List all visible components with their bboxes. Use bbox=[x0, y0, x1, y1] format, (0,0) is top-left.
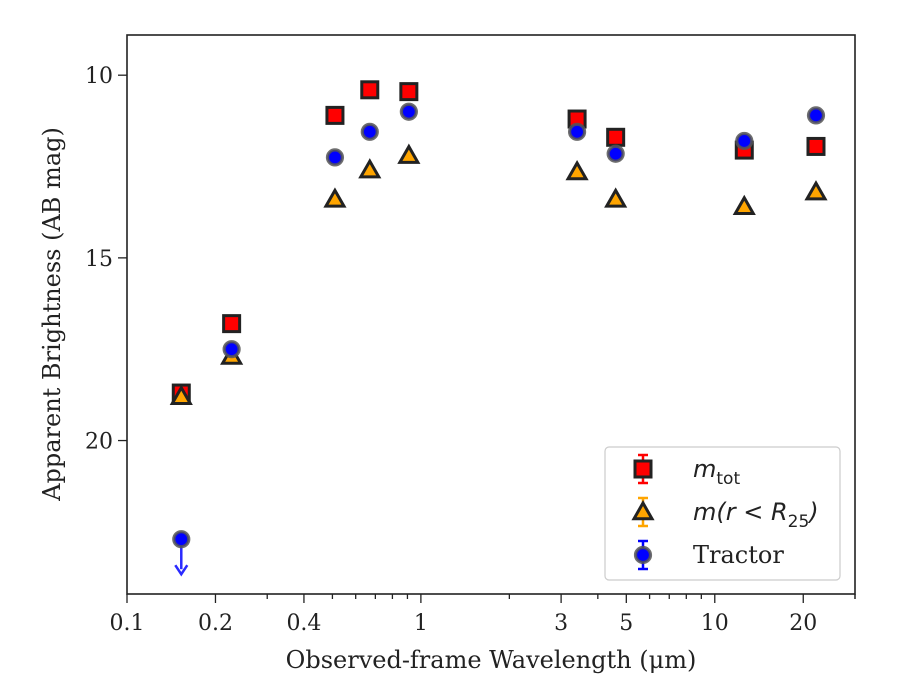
square-point-2 bbox=[325, 105, 345, 125]
legend-label-sub-0: tot bbox=[716, 469, 740, 489]
data-marks bbox=[169, 80, 828, 577]
circle-point-1 bbox=[222, 340, 241, 359]
circle-point-5 bbox=[567, 122, 587, 141]
triangle-point-2 bbox=[323, 187, 347, 208]
legend: mtot m(r < R25) Tractor bbox=[604, 446, 841, 581]
triangle-point-5 bbox=[565, 159, 589, 181]
legend-label-1: m(r < R25) bbox=[693, 498, 819, 532]
square-point-6 bbox=[606, 127, 626, 147]
plot-frame bbox=[126, 34, 856, 595]
square-point-4 bbox=[399, 82, 419, 102]
legend-label-base-0: m bbox=[693, 455, 716, 483]
circle-point-2 bbox=[325, 148, 345, 167]
x-tick-label-4: 3 bbox=[554, 611, 568, 636]
y-tick-label-1: 15 bbox=[85, 247, 113, 272]
triangle-point-3 bbox=[358, 158, 382, 179]
x-tick-label-1: 0.2 bbox=[198, 611, 233, 636]
x-tick-label-6: 10 bbox=[701, 611, 729, 636]
triangle-point-6 bbox=[604, 187, 628, 208]
legend-label-base-2: Tractor bbox=[693, 541, 784, 569]
circle-point-8 bbox=[806, 106, 826, 125]
triangle-point-8 bbox=[804, 180, 828, 201]
y-axis-label: Apparent Brightness (AB mag) bbox=[38, 127, 66, 502]
x-tick-label-2: 0.4 bbox=[286, 611, 321, 636]
triangle-point-7 bbox=[732, 194, 756, 215]
triangle-point-4 bbox=[397, 143, 421, 164]
square-point-1 bbox=[222, 314, 242, 334]
y-tick-label-2: 20 bbox=[85, 430, 113, 455]
legend-label-sub-1: 25 bbox=[788, 512, 810, 532]
y-tick-label-0: 10 bbox=[85, 64, 113, 89]
legend-frame bbox=[604, 446, 841, 581]
x-tick-label-3: 1 bbox=[414, 611, 428, 636]
circle-point-7 bbox=[735, 131, 754, 151]
x-tick-label-5: 5 bbox=[619, 611, 633, 636]
legend-label-2: Tractor bbox=[693, 541, 784, 569]
legend-label-0: mtot bbox=[693, 455, 740, 489]
axis-ticks: 0.1 0.2 0.4 1 3 5 10 20 10 15 20 bbox=[85, 64, 856, 636]
circle-point-4 bbox=[399, 102, 418, 121]
upper-limit-arrow-0 bbox=[174, 564, 189, 577]
circle-point-6 bbox=[606, 144, 625, 163]
circle-point-3 bbox=[360, 122, 379, 141]
legend-marker-1 bbox=[631, 499, 655, 521]
triangle-point-0 bbox=[169, 384, 193, 405]
square-point-3 bbox=[360, 80, 380, 100]
x-axis-label: Observed-frame Wavelength (μm) bbox=[286, 646, 697, 674]
legend-marker-0 bbox=[633, 459, 653, 479]
square-point-8 bbox=[806, 136, 826, 156]
x-tick-label-0: 0.1 bbox=[110, 611, 145, 636]
circle-point-0 bbox=[172, 530, 191, 549]
legend-label-base-1: m(r < R bbox=[693, 498, 788, 526]
legend-label-tail-1: ) bbox=[807, 498, 818, 526]
legend-marker-2 bbox=[633, 545, 653, 565]
x-tick-label-7: 20 bbox=[789, 611, 817, 636]
